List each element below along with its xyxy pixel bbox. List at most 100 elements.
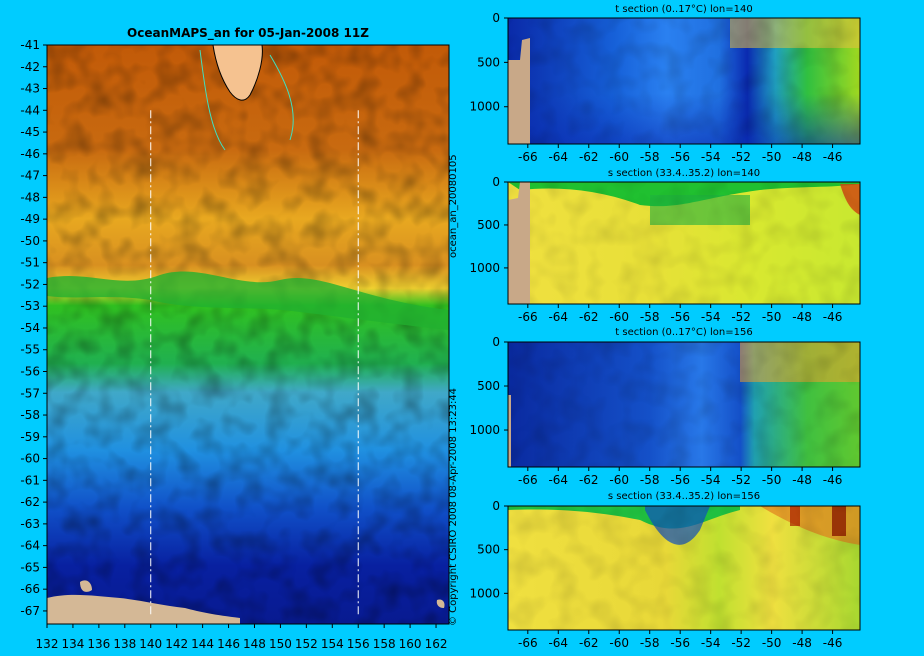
section-y-ticks: 0 500 1000 [469, 175, 508, 275]
section-x-tick-label: -62 [579, 636, 599, 650]
section-x-tick-label: -56 [670, 473, 690, 487]
section-y-tick-label: 0 [492, 11, 500, 25]
section-y-tick-label: 500 [477, 218, 500, 232]
section-y-ticks: 0 500 1000 [469, 499, 508, 600]
section-y-tick-label: 1000 [469, 586, 500, 600]
map-y-tick-label: -53 [20, 299, 40, 313]
section-y-tick-label: 500 [477, 55, 500, 69]
section-title: t section (0..17°C) lon=156 [615, 327, 752, 338]
section-x-tick-label: -66 [518, 310, 538, 324]
section-y-tick-label: 0 [492, 499, 500, 513]
section-x-tick-label: -60 [609, 150, 629, 164]
section-y-tick-label: 0 [492, 335, 500, 349]
section-x-tick-label: -54 [701, 150, 721, 164]
map-y-tick-label: -46 [20, 147, 40, 161]
map-y-tick-label: -66 [20, 582, 40, 596]
section-x-tick-label: -60 [609, 636, 629, 650]
map-x-tick-label: 136 [87, 637, 110, 651]
map-y-tick-label: -61 [20, 473, 40, 487]
map-x-tick-label: 150 [269, 637, 292, 651]
section-x-tick-label: -56 [670, 636, 690, 650]
section-x-tick-label: -64 [548, 473, 568, 487]
map-y-tick-label: -43 [20, 82, 40, 96]
section-x-tick-label: -50 [762, 150, 782, 164]
section-y-tick-label: 0 [492, 175, 500, 189]
section-y-ticks: 0 500 1000 [469, 335, 508, 437]
section-x-tick-label: -64 [548, 310, 568, 324]
section-x-tick-label: -48 [792, 473, 812, 487]
map-x-tick-label: 158 [373, 637, 396, 651]
map-y-tick-label: -49 [20, 212, 40, 226]
section-x-ticks: -66 -64 -62 -60 -58 -56 -54 -52 -50 -48 -46 [518, 144, 842, 164]
map-x-tick-label: 154 [321, 637, 344, 651]
map-y-tick-label: -56 [20, 365, 40, 379]
map-field [47, 45, 449, 624]
map-y-tick-label: -64 [20, 539, 40, 553]
section-x-tick-label: -52 [731, 636, 751, 650]
map-y-tick-label: -42 [20, 60, 40, 74]
section-x-tick-label: -54 [701, 473, 721, 487]
map-y-tick-label: -62 [20, 495, 40, 509]
section-y-tick-label: 1000 [469, 423, 500, 437]
map-x-tick-label: 162 [425, 637, 448, 651]
section-x-tick-label: -48 [792, 310, 812, 324]
section-x-tick-label: -60 [609, 473, 629, 487]
section-x-tick-label: -52 [731, 150, 751, 164]
section-x-tick-label: -46 [823, 473, 843, 487]
section-panel-s-156: s section (33.4..35.2) lon=156 -66 -64 -62… [469, 491, 861, 650]
map-y-tick-label: -47 [20, 169, 40, 183]
section-x-tick-label: -60 [609, 310, 629, 324]
map-x-tick-label: 144 [191, 637, 214, 651]
section-y-tick-label: 500 [477, 543, 500, 557]
section-x-ticks: -66 -64 -62 -60 -58 -56 -54 -52 -50 -48 -46 [518, 304, 842, 324]
section-x-tick-label: -56 [670, 310, 690, 324]
map-y-tick-label: -63 [20, 517, 40, 531]
section-x-ticks: -66 -64 -62 -60 -58 -56 -54 -52 -50 -48 -46 [518, 630, 842, 650]
section-x-tick-label: -66 [518, 473, 538, 487]
section-x-tick-label: -62 [579, 310, 599, 324]
section-x-tick-label: -64 [548, 150, 568, 164]
section-title: s section (33.4..35.2) lon=140 [608, 168, 760, 179]
map-y-tick-label: -51 [20, 256, 40, 270]
section-x-tick-label: -52 [731, 473, 751, 487]
section-x-tick-label: -62 [579, 473, 599, 487]
section-x-tick-label: -46 [823, 150, 843, 164]
map-y-tick-label: -41 [20, 38, 40, 52]
section-x-tick-label: -58 [640, 310, 660, 324]
map-x-tick-label: 160 [399, 637, 422, 651]
map-x-tick-label: 146 [217, 637, 240, 651]
map-y-tick-label: -45 [20, 125, 40, 139]
map-y-tick-label: -57 [20, 386, 40, 400]
run-id-label: ocean_an_20080105 [448, 154, 459, 258]
map-y-tick-label: -60 [20, 452, 40, 466]
map-y-tick-label: -59 [20, 430, 40, 444]
map-x-tick-label: 142 [165, 637, 188, 651]
seafloor-land [508, 38, 530, 144]
section-title: s section (33.4..35.2) lon=156 [608, 491, 760, 502]
section-x-tick-label: -50 [762, 473, 782, 487]
section-title: t section (0..17°C) lon=140 [615, 4, 752, 15]
map-y-tick-label: -54 [20, 321, 40, 335]
section-y-ticks: 0 500 1000 [469, 11, 508, 114]
section-x-tick-label: -54 [701, 636, 721, 650]
section-x-tick-label: -48 [792, 636, 812, 650]
seafloor-land [508, 182, 530, 304]
section-x-tick-label: -62 [579, 150, 599, 164]
map-y-tick-label: -52 [20, 277, 40, 291]
section-x-tick-label: -66 [518, 150, 538, 164]
section-y-tick-label: 1000 [469, 100, 500, 114]
section-x-tick-label: -48 [792, 150, 812, 164]
section-y-tick-label: 1000 [469, 261, 500, 275]
map-y-tick-label: -55 [20, 343, 40, 357]
section-panel-s-140: s section (33.4..35.2) lon=140 -66 -64 -62… [469, 168, 861, 324]
section-x-tick-label: -58 [640, 473, 660, 487]
map-y-tick-label: -50 [20, 234, 40, 248]
copyright-label: © Copyright CSIRO 2008 08-Apr-2008 13:23… [448, 388, 459, 626]
section-x-tick-label: -46 [823, 636, 843, 650]
map-y-tick-label: -65 [20, 560, 40, 574]
section-x-tick-label: -50 [762, 310, 782, 324]
map-y-tick-label: -44 [20, 103, 40, 117]
map-x-tick-label: 148 [243, 637, 266, 651]
section-x-tick-label: -64 [548, 636, 568, 650]
